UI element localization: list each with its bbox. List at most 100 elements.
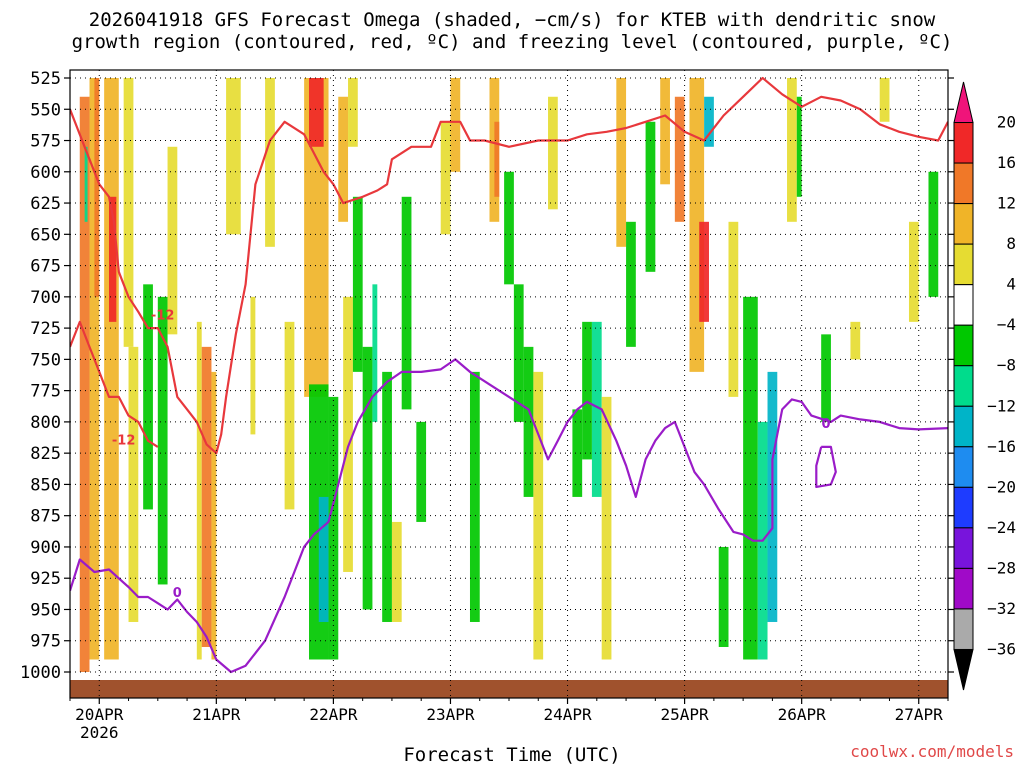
colorbar-bin (953, 284, 974, 326)
y-tick-label: 550 (30, 100, 61, 120)
credit-link[interactable]: coolwx.com/models (850, 742, 1014, 761)
omega-cell (348, 78, 358, 147)
omega-cell (728, 221, 739, 397)
y-tick-label: 600 (30, 163, 61, 183)
omega-cell (362, 346, 373, 610)
omega-cell (352, 196, 363, 372)
omega-cell (616, 78, 627, 247)
omega-cell (167, 146, 178, 335)
contour-label: -12 (112, 433, 136, 448)
omega-cell (84, 146, 88, 222)
omega-cell (123, 78, 134, 347)
y-tick-label: 950 (30, 600, 61, 620)
y-tick-label: 825 (30, 444, 61, 464)
y-tick-label: 1000 (20, 663, 61, 683)
colorbar-bin (953, 324, 974, 367)
omega-cell (309, 78, 324, 147)
axes: 525 550 575 600 625 650 675 700 725 750 775 800 825 8… (20, 69, 954, 742)
ground-strip (70, 680, 948, 698)
contour--12 (70, 76, 948, 455)
omega-cell (591, 321, 602, 497)
omega-cell (533, 371, 544, 660)
omega-cell (718, 546, 729, 647)
colorbar-bin (953, 648, 974, 691)
colorbar-label: −32 (987, 599, 1016, 618)
plot-area: -12 -12 0 0 (70, 76, 948, 698)
x-tick-label: 27APR (895, 705, 944, 724)
omega-cell (821, 334, 831, 422)
y-tick-label: 900 (30, 538, 61, 558)
omega-cell (440, 121, 451, 235)
omega-cell (94, 78, 100, 297)
y-tick-label: 750 (30, 350, 61, 370)
omega-cell (494, 121, 500, 197)
omega-cell (372, 284, 378, 422)
colorbar-bin (953, 567, 974, 610)
colorbar-bin (953, 122, 974, 164)
omega-cell (699, 221, 709, 322)
omega-cell (382, 371, 392, 622)
omega-cell (660, 78, 670, 185)
omega-cell (796, 96, 802, 197)
omega-cell (513, 284, 524, 422)
y-tick-label: 975 (30, 632, 61, 652)
omega-cell (469, 371, 480, 622)
omega-cell (401, 196, 412, 410)
omega-cell (548, 96, 558, 210)
x-tick-label: 21APR (192, 705, 241, 724)
colorbar-label: −36 (987, 639, 1016, 658)
omega-cell (450, 78, 461, 172)
colorbar-label: −12 (987, 396, 1016, 415)
colorbar-label: −28 (987, 558, 1016, 577)
colorbar-label: 4 (1006, 275, 1016, 294)
omega-cell (391, 521, 402, 622)
omega-cell (582, 321, 592, 460)
y-tick-label: 925 (30, 569, 61, 589)
omega-cell (704, 96, 714, 147)
omega-cell (196, 321, 202, 660)
x-tick-label: 23APR (426, 705, 475, 724)
omega-cell (601, 396, 612, 660)
y-tick-label: 650 (30, 225, 61, 245)
contour-label: 0 (822, 417, 831, 432)
omega-cell (504, 171, 514, 285)
omega-cell (265, 78, 275, 247)
omega-cell (318, 496, 329, 622)
colorbar-bin (953, 243, 974, 286)
contour-0c (815, 445, 837, 488)
omega-cell (226, 78, 241, 235)
colorbar-label: −4 (997, 315, 1016, 334)
omega-cell (645, 121, 656, 272)
omega-cell (201, 346, 212, 647)
omega-cell (250, 296, 256, 435)
omega-cell (79, 96, 90, 673)
y-tick-label: 875 (30, 507, 61, 527)
colorbar-bin (953, 405, 974, 448)
plot-clip-group: -12 -12 0 0 (70, 76, 948, 698)
colorbar-bin (953, 608, 974, 650)
omega-cell (850, 321, 861, 360)
y-tick-label: 675 (30, 257, 61, 277)
colorbar-bin (953, 486, 974, 529)
x-tick-label: 26APR (778, 705, 827, 724)
colorbar-label: 16 (997, 153, 1016, 172)
x-tick-label: 25APR (661, 705, 710, 724)
chart-title-line1: 2026041918 GFS Forecast Omega (shaded, −… (88, 9, 936, 31)
omega-cell (523, 346, 534, 497)
omega-cell (109, 196, 117, 322)
colorbar-label: −8 (997, 356, 1016, 375)
omega-cell (211, 371, 217, 660)
omega-cell (128, 346, 139, 622)
contour--12b (70, 320, 159, 448)
omega-cell (928, 171, 939, 297)
colorbar-label: 20 (997, 113, 1016, 132)
omega-cell (743, 296, 758, 660)
colorbar-bin (953, 81, 974, 124)
colorbar-label: 12 (997, 194, 1016, 213)
colorbar: 20 16 12 8 4 −4 −8 −12 −16 −20 −24 −28 −32 −36 (953, 81, 1016, 691)
y-tick-label: 700 (30, 288, 61, 308)
colorbar-bin (953, 446, 974, 488)
y-tick-label: 725 (30, 319, 61, 339)
omega-cell (787, 78, 797, 222)
